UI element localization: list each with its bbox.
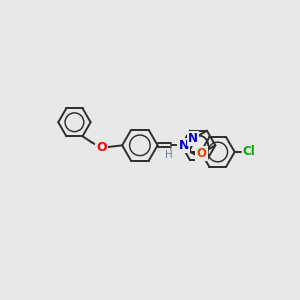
Text: Cl: Cl [242,146,255,158]
Text: H: H [165,150,173,160]
Text: N: N [178,139,189,152]
Text: O: O [196,147,206,160]
Text: N: N [188,132,198,145]
Text: O: O [97,141,107,154]
